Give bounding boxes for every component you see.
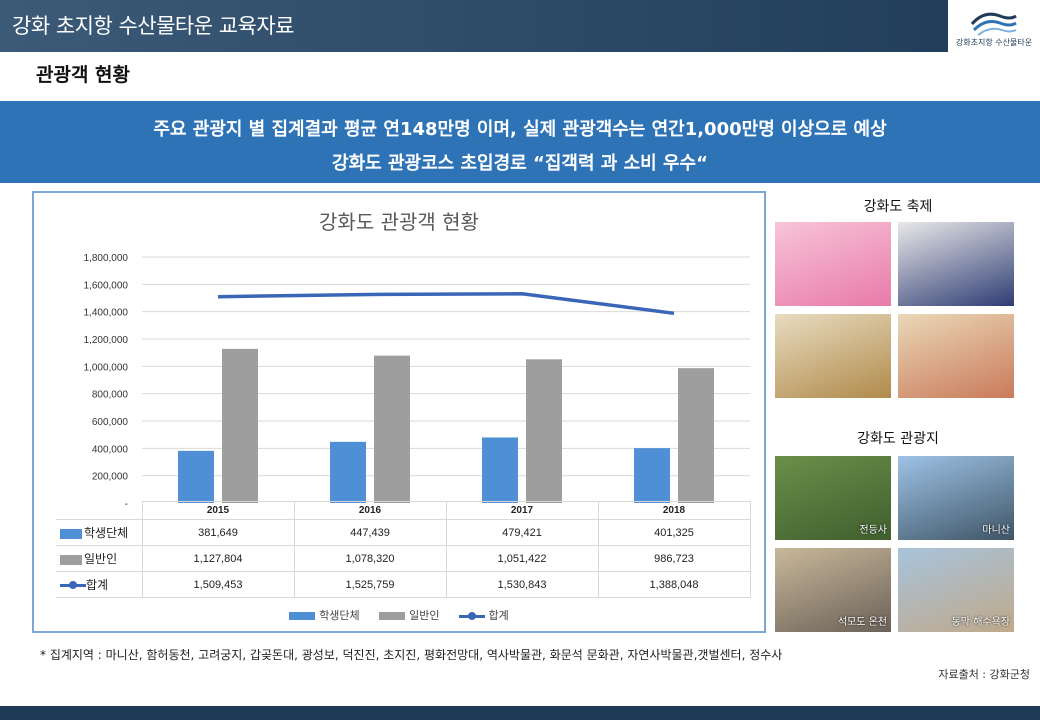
y-tick-label: 400,000 bbox=[92, 444, 129, 455]
data-table: 2015 2016 2017 2018 학생단체 381,649 447,439… bbox=[56, 501, 751, 598]
bar-일반인-2017 bbox=[526, 359, 562, 503]
legend-bar-icon bbox=[379, 612, 406, 620]
chart-canvas: 강화도 관광객 현황-200,000400,000600,000800,0001… bbox=[84, 210, 750, 510]
y-tick-label: 1,400,000 bbox=[84, 308, 129, 319]
table-cell: 1,388,048 bbox=[597, 571, 751, 598]
general-swatch-icon bbox=[60, 554, 82, 565]
banner-line-2: 강화도 관광코스 초입경로 “집객력 과 소비 우수“ bbox=[332, 153, 708, 174]
attraction-photo: 전등사 bbox=[775, 456, 891, 540]
bar-일반인-2016 bbox=[374, 355, 410, 503]
series-name: 일반인 bbox=[84, 552, 118, 566]
festival-poster bbox=[775, 222, 891, 306]
legend-line-icon bbox=[459, 611, 486, 620]
photo-caption: 마니산 bbox=[982, 525, 1010, 536]
table-row: 합계 1,509,453 1,525,759 1,530,843 1,388,0… bbox=[56, 571, 751, 598]
table-header-cell: 2017 bbox=[445, 501, 599, 520]
festival-poster bbox=[775, 314, 891, 398]
banner-line-1: 주요 관광지 별 집계결과 평균 연148만명 이며, 실제 관광객수는 연간1… bbox=[153, 119, 887, 140]
wave-logo-icon bbox=[970, 12, 1017, 36]
table-header-cell: 2016 bbox=[293, 501, 447, 520]
table-cell: 1,078,320 bbox=[293, 545, 447, 572]
attraction-heading: 강화도 관광지 bbox=[857, 431, 939, 447]
table-cell: 1,051,422 bbox=[445, 545, 599, 572]
y-tick-label: 1,000,000 bbox=[84, 362, 129, 373]
photo-caption: 전등사 bbox=[859, 525, 887, 536]
y-tick-label: 1,800,000 bbox=[84, 253, 129, 264]
table-header-cell: 2015 bbox=[141, 501, 295, 520]
table-cell: 1,525,759 bbox=[293, 571, 447, 598]
y-tick-label: 600,000 bbox=[92, 417, 129, 428]
table-cell: 1,127,804 bbox=[141, 545, 295, 572]
legend-item: 일반인 bbox=[379, 607, 440, 623]
y-tick-label: 200,000 bbox=[92, 472, 129, 483]
row-label-students: 학생단체 bbox=[56, 519, 143, 546]
header-bar: 강화 초지항 수산물타운 교육자료 강화초지항 수산물타운 bbox=[0, 0, 1040, 52]
bar-학생단체-2016 bbox=[330, 441, 366, 503]
student-swatch-icon bbox=[60, 528, 82, 539]
page-header-title: 강화 초지항 수산물타운 교육자료 bbox=[12, 14, 295, 38]
chart-legend: 학생단체 일반인 합계 bbox=[34, 607, 764, 623]
visitor-chart: 강화도 관광객 현황 -200,000 400,000 600,000 800,000 1… bbox=[32, 191, 766, 633]
total-line bbox=[217, 292, 675, 316]
legend-label: 일반인 bbox=[409, 609, 440, 622]
series-name: 합계 bbox=[86, 578, 109, 592]
source-note: 자료출처 : 강화군청 bbox=[938, 668, 1030, 681]
table-header-cell: 2018 bbox=[597, 501, 751, 520]
section-title: 관광객 현황 bbox=[36, 64, 131, 86]
bar-학생단체-2015 bbox=[178, 450, 214, 503]
y-tick-label: 1,200,000 bbox=[84, 335, 129, 346]
legend-label: 학생단체 bbox=[319, 609, 360, 622]
footnote: * 집계지역 : 마니산, 함허동천, 고려궁지, 갑곶돈대, 광성보, 덕진진… bbox=[40, 648, 783, 662]
legend-item: 학생단체 bbox=[289, 607, 360, 623]
table-cell: 1,530,843 bbox=[445, 571, 599, 598]
bar-학생단체-2017 bbox=[482, 437, 518, 503]
table-header-row: 2015 2016 2017 2018 bbox=[56, 501, 751, 520]
chart-title: 강화도 관광객 현황 bbox=[319, 210, 479, 234]
table-corner bbox=[56, 501, 142, 520]
legend-item: 합계 bbox=[459, 607, 509, 623]
logo: 강화초지항 수산물타운 bbox=[948, 0, 1040, 52]
table-row: 일반인 1,127,804 1,078,320 1,051,422 986,72… bbox=[56, 545, 751, 572]
festival-poster bbox=[898, 314, 1014, 398]
legend-label: 합계 bbox=[488, 609, 509, 622]
table-cell: 986,723 bbox=[597, 545, 751, 572]
legend-bar-icon bbox=[289, 612, 316, 620]
table-cell: 401,325 bbox=[597, 519, 751, 546]
bar-일반인-2018 bbox=[678, 368, 714, 503]
table-cell: 381,649 bbox=[141, 519, 295, 546]
photo-caption: 동막 해수욕장 bbox=[951, 617, 1010, 628]
table-cell: 447,439 bbox=[293, 519, 447, 546]
attraction-photo: 마니산 bbox=[898, 456, 1014, 540]
row-label-general: 일반인 bbox=[56, 545, 143, 572]
attraction-photo: 동막 해수욕장 bbox=[898, 548, 1014, 632]
festival-poster bbox=[898, 222, 1014, 306]
festival-heading: 강화도 축제 bbox=[863, 199, 933, 215]
photo-caption: 석모도 온천 bbox=[837, 617, 887, 628]
footer-bar bbox=[0, 706, 1040, 720]
logo-text: 강화초지항 수산물타운 bbox=[955, 38, 1033, 47]
table-row: 학생단체 381,649 447,439 479,421 401,325 bbox=[56, 519, 751, 546]
summary-banner: 주요 관광지 별 집계결과 평균 연148만명 이며, 실제 관광객수는 연간1… bbox=[0, 101, 1040, 183]
attraction-photo: 석모도 온천 bbox=[775, 548, 891, 632]
bar-일반인-2015 bbox=[222, 348, 258, 503]
table-cell: 1,509,453 bbox=[141, 571, 295, 598]
bar-학생단체-2018 bbox=[634, 448, 670, 503]
series-name: 학생단체 bbox=[84, 526, 129, 540]
total-swatch-icon bbox=[60, 581, 86, 589]
y-tick-label: 800,000 bbox=[92, 390, 129, 401]
table-cell: 479,421 bbox=[445, 519, 599, 546]
row-label-total: 합계 bbox=[56, 571, 143, 598]
y-tick-label: 1,600,000 bbox=[84, 280, 129, 291]
